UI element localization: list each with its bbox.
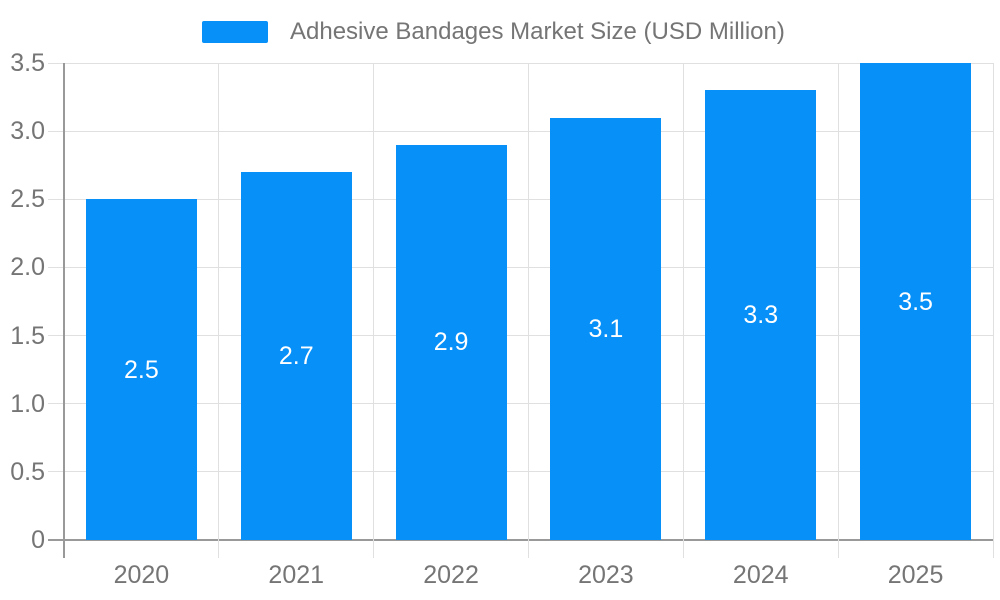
legend-swatch[interactable] <box>202 21 268 43</box>
y-gridline <box>48 130 993 132</box>
y-tick-label: 0 <box>31 526 45 554</box>
y-axis-line <box>63 63 65 558</box>
bar-value-label: 2.9 <box>433 328 469 357</box>
x-category-gridline <box>528 63 529 558</box>
x-axis-line <box>48 539 993 541</box>
bar-2025[interactable] <box>860 63 972 540</box>
y-tick-label: 3.5 <box>10 49 45 77</box>
y-gridline <box>48 335 993 337</box>
x-tick-label: 2023 <box>578 561 634 589</box>
x-category-gridline <box>992 63 994 558</box>
y-tick-label: 1.0 <box>10 389 45 418</box>
bar-2021[interactable] <box>240 172 352 540</box>
y-tick-label: 2.0 <box>10 253 45 282</box>
bar-value-label: 2.5 <box>124 355 159 384</box>
y-tick-label: 2.5 <box>10 185 45 214</box>
bar-value-label: 3.1 <box>588 314 624 343</box>
bar-2023[interactable] <box>550 117 662 540</box>
x-tick-label: 2025 <box>887 561 944 589</box>
bar-value-label: 2.7 <box>278 342 314 370</box>
x-tick-label: 2024 <box>732 561 789 589</box>
x-category-gridline <box>373 63 375 558</box>
x-category-gridline <box>218 63 220 558</box>
y-tick-label: 0.5 <box>10 457 45 486</box>
x-tick-label: 2022 <box>423 561 479 589</box>
y-gridline <box>48 403 993 405</box>
bar-2024[interactable] <box>705 90 817 540</box>
chart-legend-item[interactable]: Adhesive Bandages Market Size (USD Milli… <box>202 18 785 46</box>
y-tick-label: 3.0 <box>10 117 45 146</box>
y-gridline <box>48 62 993 64</box>
y-gridline <box>48 198 993 200</box>
bar-value-label: 3.3 <box>743 301 779 330</box>
x-tick-label: 2021 <box>268 561 325 589</box>
x-category-gridline <box>682 63 684 558</box>
x-category-gridline <box>837 63 839 558</box>
x-tick-label: 2020 <box>113 561 170 589</box>
y-gridline <box>48 266 993 268</box>
y-gridline <box>48 471 993 473</box>
bar-value-label: 3.5 <box>898 287 933 316</box>
y-tick-label: 1.5 <box>10 321 45 350</box>
legend-label: Adhesive Bandages Market Size (USD Milli… <box>290 18 785 45</box>
bar-2020[interactable] <box>85 199 197 540</box>
bar-2022[interactable] <box>395 144 507 540</box>
